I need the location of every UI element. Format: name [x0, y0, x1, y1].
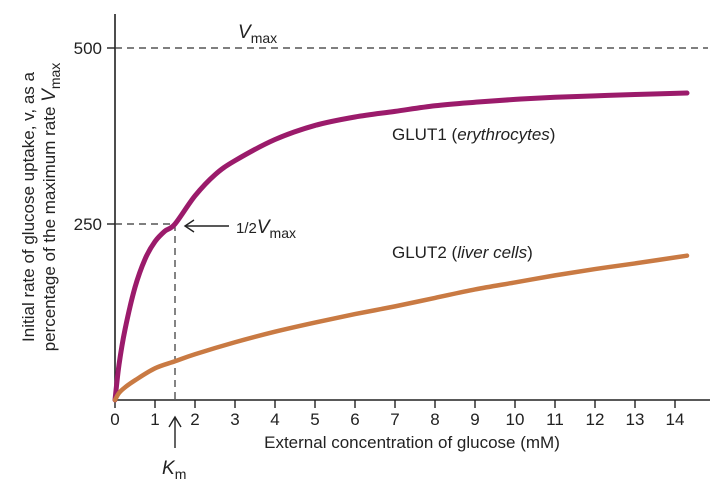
x-tick-label: 8: [430, 410, 439, 429]
y-tick-label: 500: [74, 39, 102, 58]
y-axis-title: Initial rate of glucose uptake, v, as a …: [19, 63, 63, 352]
x-tick-label: 5: [310, 410, 319, 429]
km-arrow-head: [168, 415, 182, 428]
x-tick-label: 14: [666, 410, 685, 429]
y-tick-label: 250: [74, 215, 102, 234]
x-tick-label: 0: [110, 410, 119, 429]
x-tick-label: 7: [390, 410, 399, 429]
half-vmax-label: 1/2Vmax: [236, 217, 296, 241]
series-lines: [112, 90, 690, 403]
x-tick-label: 11: [546, 410, 564, 429]
x-tick-label: 6: [350, 410, 359, 429]
x-tick-label: 9: [470, 410, 479, 429]
vmax-label: Vmax: [238, 22, 277, 46]
y-axis-title-line2: percentage of the maximum rate Vmax: [39, 63, 63, 352]
x-tick-label: 1: [150, 410, 159, 429]
x-tick-label: 12: [586, 410, 605, 429]
x-tick-group: 0 1 2 3 4 5 6 7 8 9 10 11 12 13 14: [110, 400, 684, 429]
y-axis-title-line1: Initial rate of glucose uptake, v, as a: [19, 71, 38, 341]
series-line-glut2: [112, 253, 690, 403]
x-tick-label: 13: [626, 410, 645, 429]
x-axis-title: External concentration of glucose (mM): [264, 433, 560, 452]
series-label-glut1: GLUT1 (erythrocytes): [392, 125, 555, 144]
km-label: Km: [162, 458, 186, 482]
y-tick-group: 250 500: [74, 39, 115, 234]
x-tick-label: 10: [506, 410, 525, 429]
half-vmax-arrow-head: [183, 219, 195, 233]
guide-lines: [115, 47, 708, 400]
series-label-glut2: GLUT2 (liver cells): [392, 243, 533, 262]
series-line-glut1: [112, 90, 690, 403]
x-tick-label: 2: [190, 410, 199, 429]
x-tick-label: 4: [270, 410, 279, 429]
x-tick-label: 3: [230, 410, 239, 429]
